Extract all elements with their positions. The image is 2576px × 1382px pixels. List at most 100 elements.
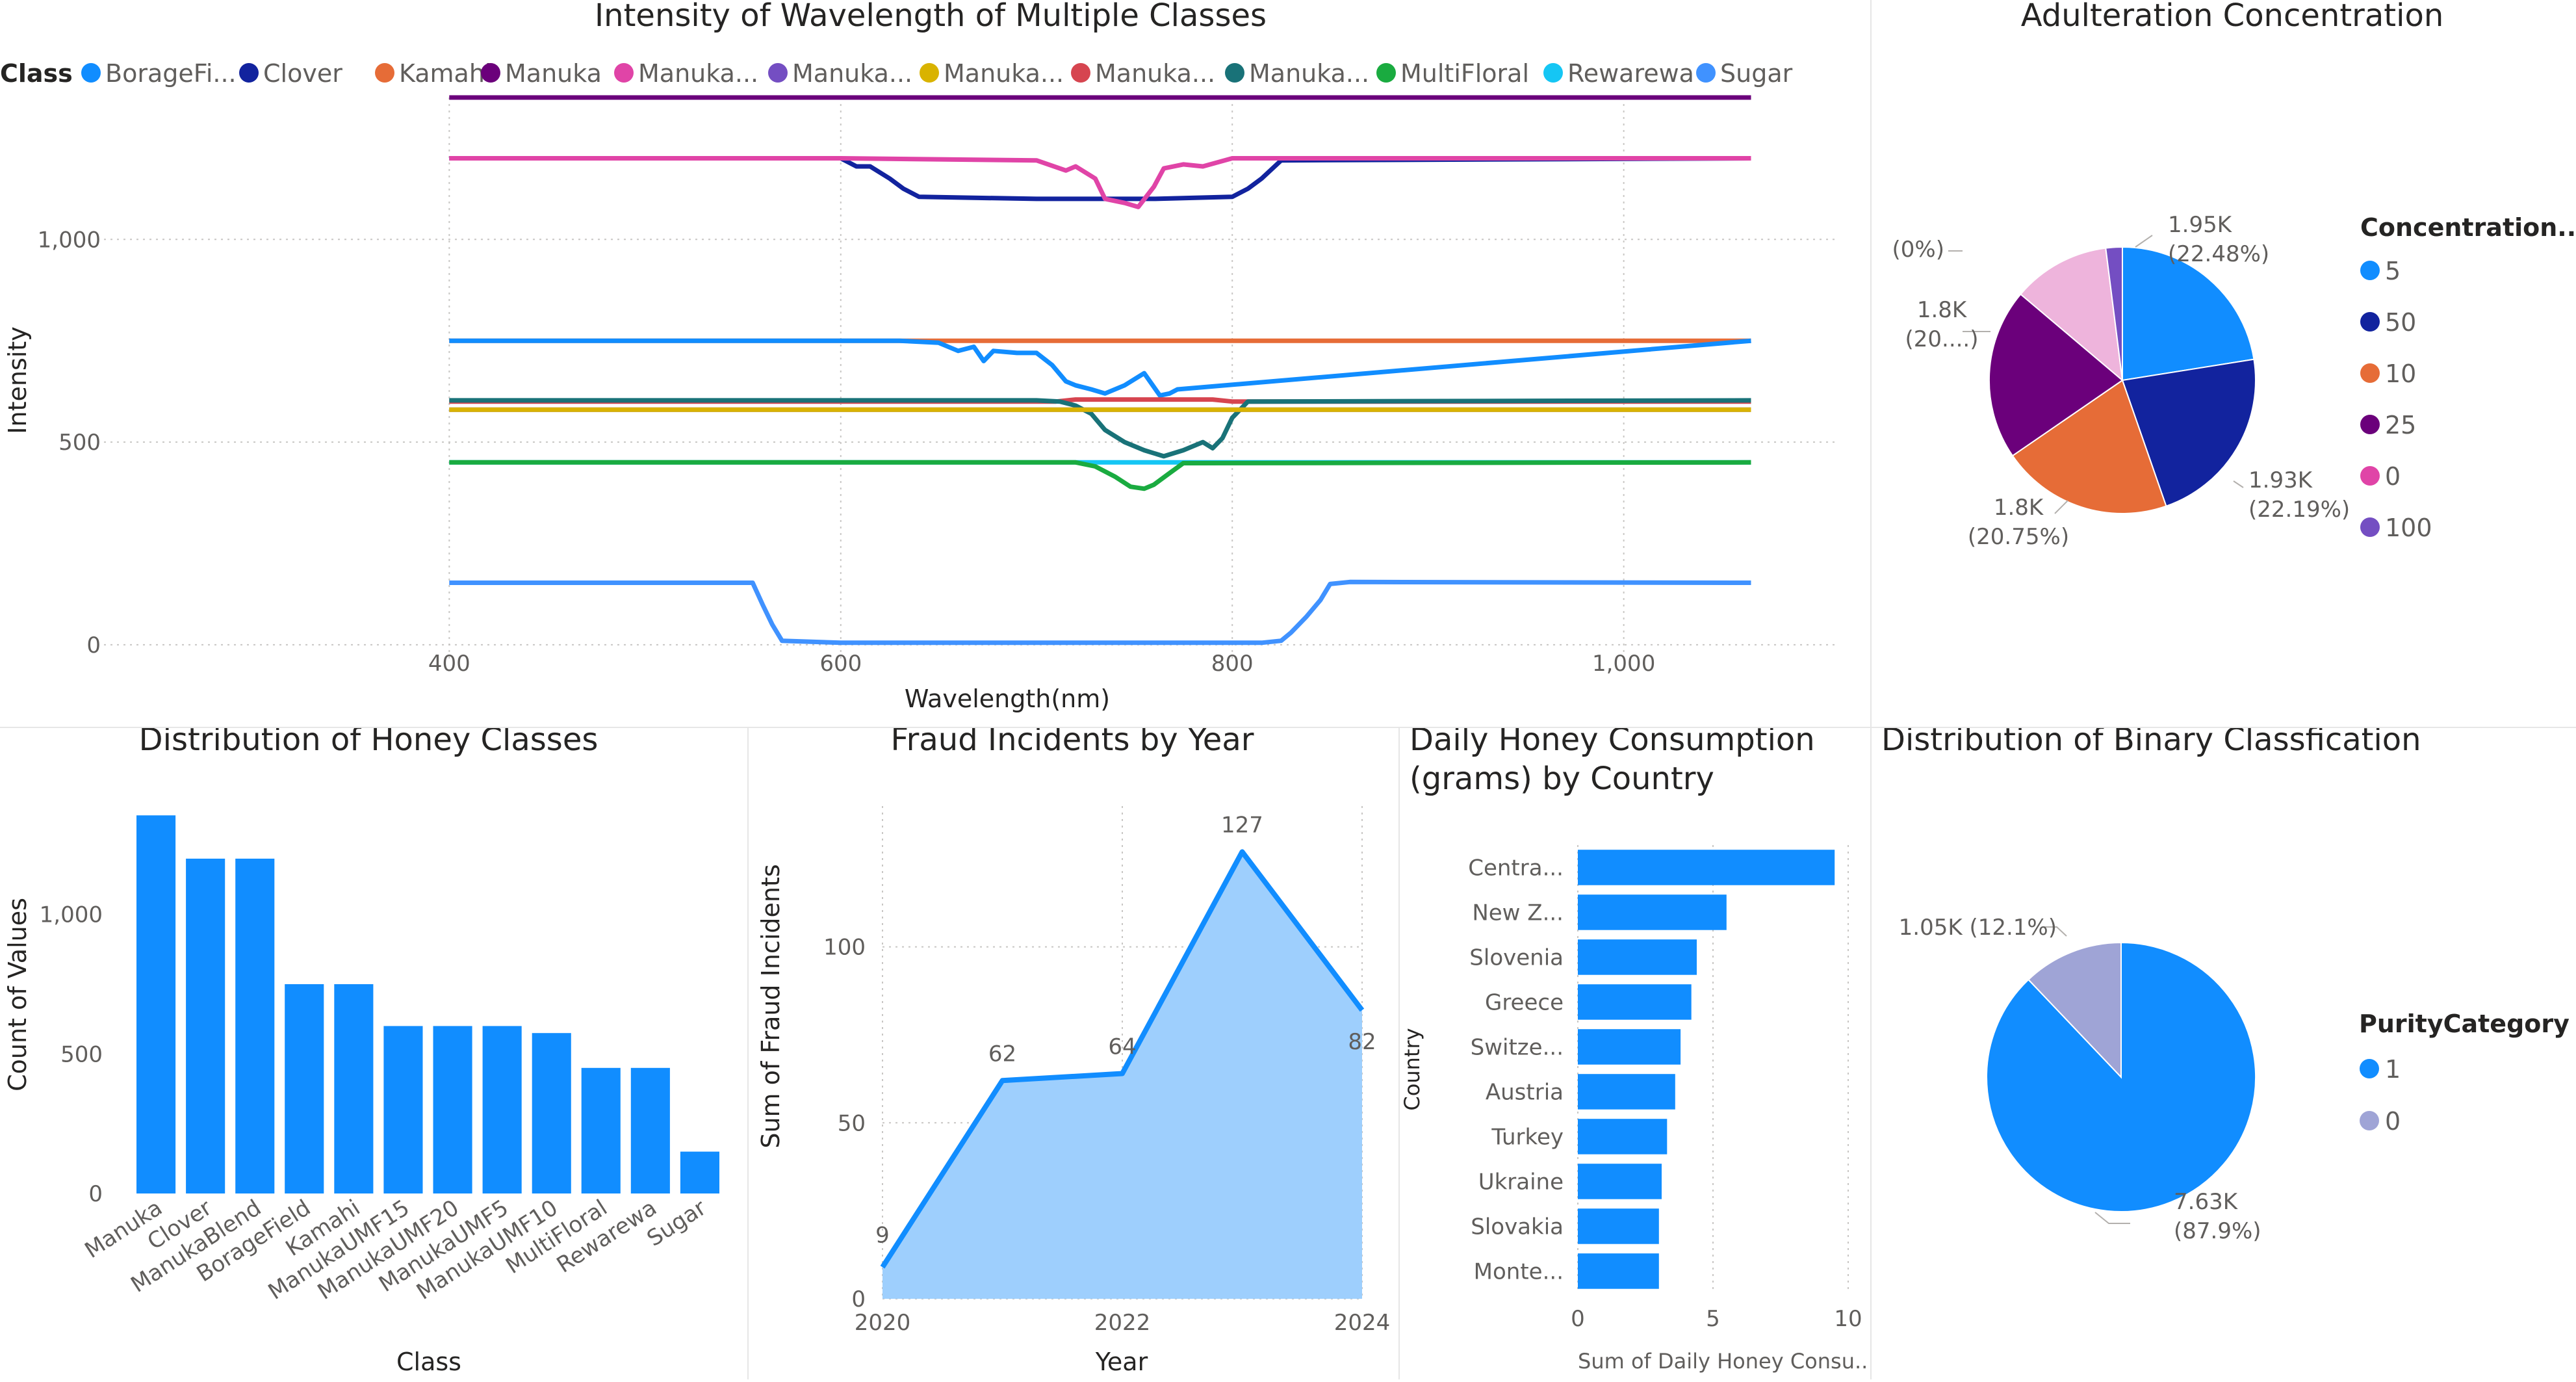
intensity-series-line-clover[interactable] xyxy=(449,156,1751,202)
intensity-legend-item[interactable]: Rewarewa xyxy=(1543,59,1694,88)
consumption-bar[interactable] xyxy=(1578,1208,1659,1244)
adulteration-data-label: 1.95K xyxy=(2168,212,2233,238)
intensity-series-line-sugar[interactable] xyxy=(449,579,1751,645)
consumption-x-tick-label: 10 xyxy=(1834,1306,1862,1332)
adulteration-slice[interactable] xyxy=(2019,247,2124,382)
consumption-chart-panel: Daily Honey Consumption (grams) by Count… xyxy=(1400,722,1874,1379)
intensity-legend-item[interactable]: Manuka... xyxy=(920,59,1064,88)
binary-slice[interactable] xyxy=(2027,941,2122,1079)
consumption-bar[interactable] xyxy=(1578,1164,1662,1199)
consumption-bar[interactable] xyxy=(1578,850,1835,885)
adulteration-legend-item[interactable]: 0 xyxy=(2360,462,2401,491)
classes-bar[interactable] xyxy=(186,858,225,1193)
intensity-legend-item[interactable]: MultiFloral xyxy=(1376,59,1529,88)
consumption-bar[interactable] xyxy=(1578,939,1697,975)
fraud-y-tick-label: 0 xyxy=(851,1286,866,1312)
classes-bar[interactable] xyxy=(334,984,374,1193)
classes-y-tick-label: 500 xyxy=(60,1041,103,1067)
legend-marker-icon xyxy=(2360,312,2380,332)
intensity-legend-item[interactable]: Clover xyxy=(239,59,342,88)
adulteration-data-label: (22.19%) xyxy=(2248,497,2350,523)
adulteration-legend-item[interactable]: 50 xyxy=(2360,308,2416,337)
intensity-series-line-multifloral[interactable] xyxy=(449,460,1751,491)
intensity-legend-label: Manuka... xyxy=(1249,59,1369,88)
adulteration-slice[interactable] xyxy=(2105,246,2123,381)
consumption-y-tick-label: New Z... xyxy=(1472,900,1564,926)
fraud-y-axis-label: Sum of Fraud Incidents xyxy=(756,864,785,1148)
binary-chart-title: Distribution of Binary Classfication xyxy=(1881,728,2421,758)
intensity-series-line-boragefield[interactable] xyxy=(449,338,1751,398)
intensity-y-axis-label: Intensity xyxy=(3,326,32,434)
intensity-legend-item[interactable]: Sugar xyxy=(1696,59,1793,88)
classes-bar[interactable] xyxy=(433,1026,472,1193)
intensity-legend-item[interactable]: Manuka... xyxy=(1071,59,1215,88)
legend-marker-icon xyxy=(1225,63,1244,83)
adulteration-legend-label: 25 xyxy=(2385,411,2416,439)
intensity-legend-item[interactable]: Manuka... xyxy=(1225,59,1369,88)
intensity-legend-label: Manuka... xyxy=(638,59,758,88)
intensity-legend-label: Manuka... xyxy=(944,59,1064,88)
adulteration-slice[interactable] xyxy=(2011,379,2167,515)
classes-y-axis-label: Count of Values xyxy=(3,898,32,1091)
intensity-legend-item[interactable]: Kamahi xyxy=(375,59,491,88)
classes-bar[interactable] xyxy=(235,858,275,1193)
adulteration-legend-label: 100 xyxy=(2385,514,2432,542)
adulteration-data-label: (22.48%) xyxy=(2168,241,2269,267)
consumption-bar[interactable] xyxy=(1578,984,1692,1020)
fraud-series-line[interactable] xyxy=(880,849,1365,1269)
intensity-legend-item[interactable]: Manuka... xyxy=(768,59,912,88)
adulteration-legend-label: 5 xyxy=(2385,257,2401,285)
intensity-series-line-manukablend[interactable] xyxy=(449,156,1751,209)
classes-bar[interactable] xyxy=(532,1033,571,1193)
binary-legend[interactable]: PurityCategory 1 0 xyxy=(2359,1010,2570,1136)
adulteration-slice[interactable] xyxy=(2122,246,2255,382)
intensity-x-axis-label: Wavelength(nm) xyxy=(905,684,1110,713)
legend-marker-icon xyxy=(1376,63,1396,83)
classes-bar[interactable] xyxy=(581,1067,621,1193)
intensity-legend-item[interactable]: Manuka xyxy=(481,59,602,88)
legend-marker-icon xyxy=(2360,517,2380,537)
classes-bar[interactable] xyxy=(285,984,324,1193)
intensity-legend[interactable]: Class BorageFi... Clover Kamahi Manuka Manuka… xyxy=(0,59,1793,88)
binary-legend-label: 1 xyxy=(2385,1055,2401,1084)
legend-marker-icon xyxy=(481,63,500,83)
adulteration-legend-item[interactable]: 5 xyxy=(2360,257,2401,285)
consumption-y-tick-label: Ukraine xyxy=(1478,1169,1564,1195)
classes-bar[interactable] xyxy=(680,1151,719,1193)
classes-bar[interactable] xyxy=(383,1026,423,1193)
consumption-y-tick-label: Monte... xyxy=(1474,1259,1564,1285)
adulteration-legend-item[interactable]: 100 xyxy=(2360,514,2432,542)
classes-bar[interactable] xyxy=(630,1067,670,1193)
adulteration-slice[interactable] xyxy=(1988,293,2124,457)
classes-chart-panel: Distribution of Honey Classes 0 500 1,000 M… xyxy=(0,722,746,1379)
consumption-x-tick-label: 5 xyxy=(1706,1306,1720,1332)
consumption-bar[interactable] xyxy=(1578,1119,1668,1154)
intensity-legend-label: Manuka... xyxy=(792,59,912,88)
adulteration-chart-title: Adulteration Concentration xyxy=(2021,0,2443,34)
classes-bar[interactable] xyxy=(482,1026,522,1193)
classes-chart-title: Distribution of Honey Classes xyxy=(139,728,599,758)
intensity-legend-item[interactable]: BorageFi... xyxy=(81,59,237,88)
consumption-bar[interactable] xyxy=(1578,1074,1675,1110)
adulteration-data-label: (0%) xyxy=(1892,237,1944,263)
consumption-bar[interactable] xyxy=(1578,1253,1659,1289)
legend-marker-icon xyxy=(2360,261,2380,280)
intensity-legend-label: Kamahi xyxy=(399,59,491,88)
intensity-series-line-manukaumf5[interactable] xyxy=(449,398,1751,459)
binary-legend-item[interactable]: 1 xyxy=(2360,1055,2401,1084)
intensity-legend-item[interactable]: Manuka... xyxy=(614,59,758,88)
adulteration-slice[interactable] xyxy=(2121,358,2256,507)
consumption-y-tick-label: Greece xyxy=(1485,990,1564,1016)
adulteration-legend-item[interactable]: 25 xyxy=(2360,411,2416,439)
consumption-bar[interactable] xyxy=(1578,1029,1681,1065)
classes-bar[interactable] xyxy=(136,815,176,1193)
consumption-y-tick-label: Austria xyxy=(1486,1080,1564,1106)
intensity-x-tick-label: 800 xyxy=(1211,651,1254,677)
adulteration-legend[interactable]: Concentration... 5 50 10 25 0 100 xyxy=(2360,213,2576,542)
consumption-bar[interactable] xyxy=(1578,894,1727,930)
intensity-legend-label: Rewarewa xyxy=(1567,59,1694,88)
adulteration-data-label: 1.8K xyxy=(1917,297,1968,323)
binary-legend-item[interactable]: 0 xyxy=(2360,1107,2401,1136)
adulteration-chart-panel: Adulteration Concentration 1.95K (22.48%)… xyxy=(1872,0,2576,725)
adulteration-legend-item[interactable]: 10 xyxy=(2360,359,2416,388)
